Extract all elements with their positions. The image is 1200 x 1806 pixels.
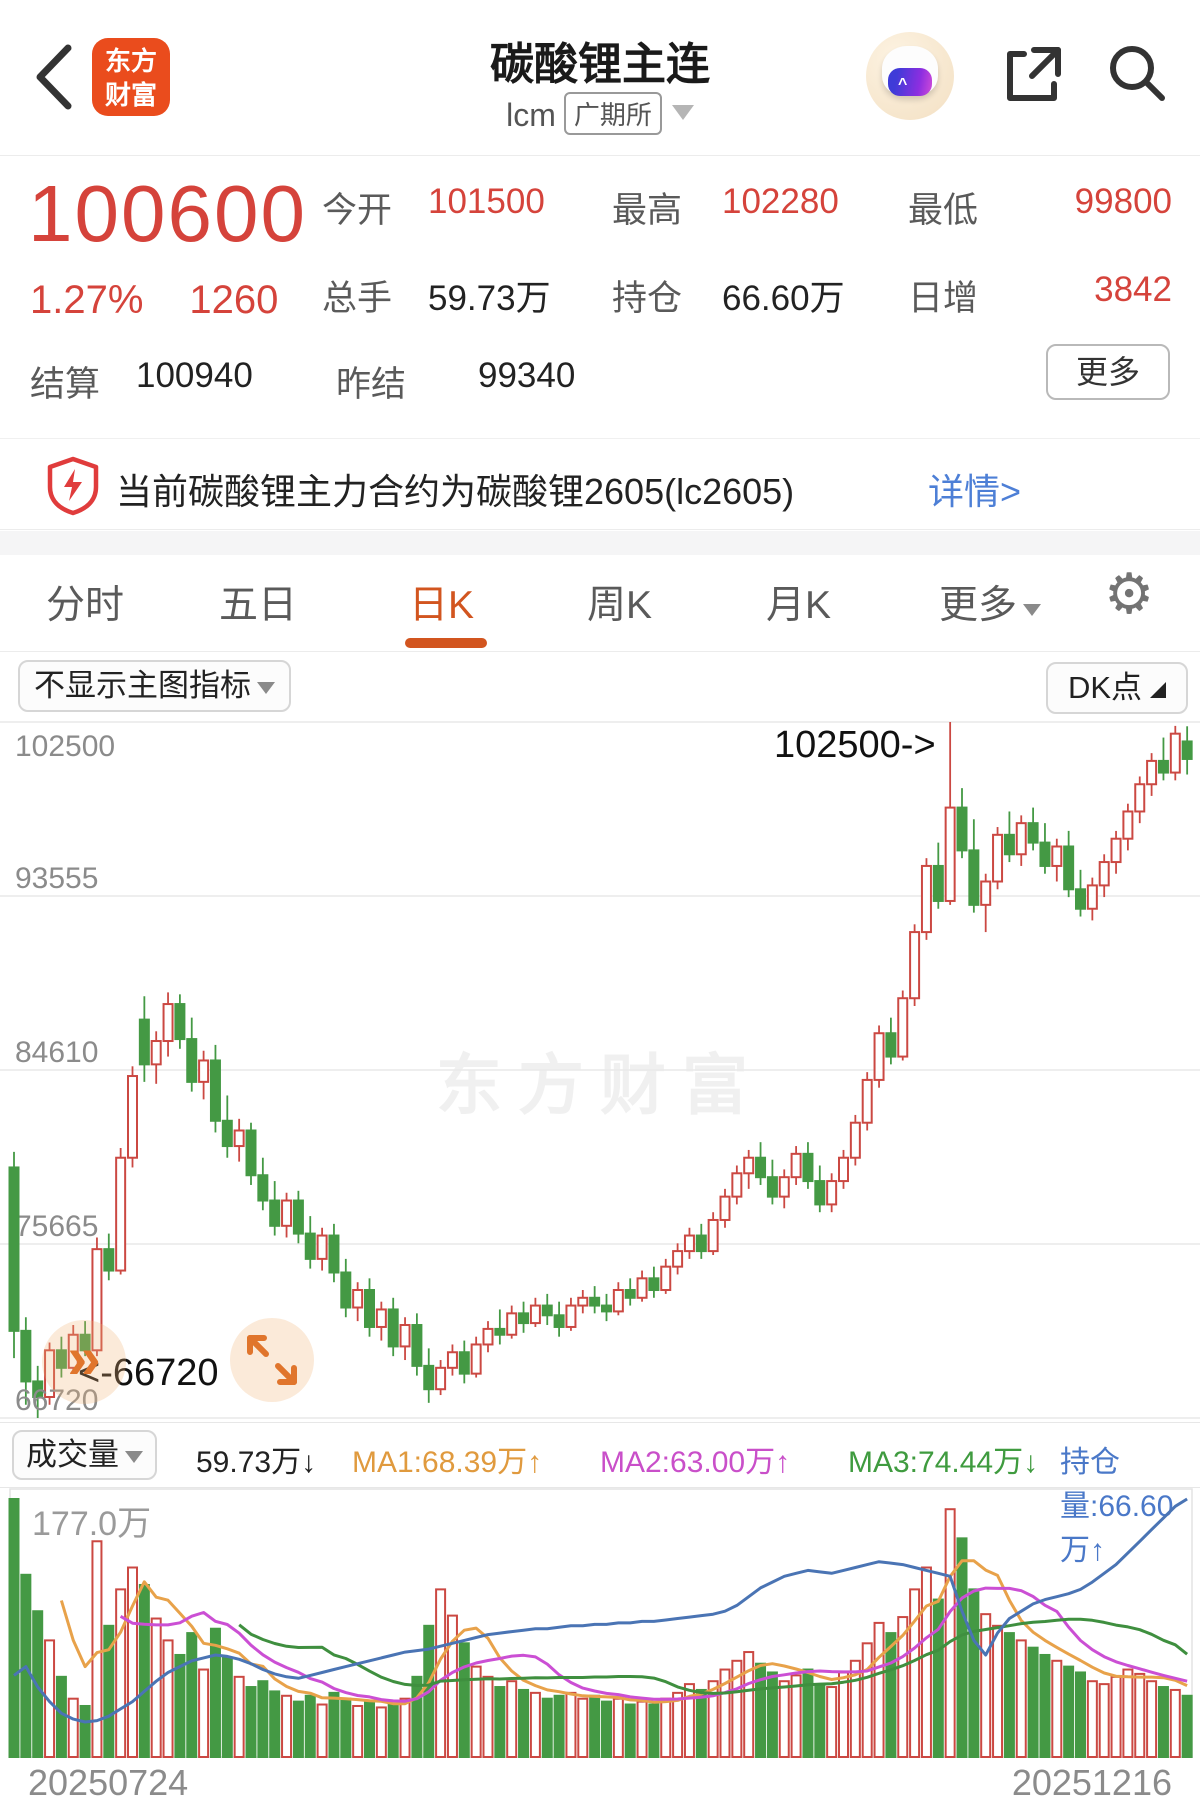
open-interest-value: 持仓量:66.60万↑ xyxy=(1060,1446,1174,1567)
watermark: 东方财富 xyxy=(436,1048,764,1122)
tab-monthly-k[interactable]: 月K xyxy=(766,584,832,627)
change-value: 1260 xyxy=(189,278,279,322)
gear-icon[interactable]: ⚙ xyxy=(1104,562,1155,627)
high-annotation: 102500-> xyxy=(774,724,936,766)
page-title: 碳酸锂主连 xyxy=(490,40,710,89)
corner-triangle-icon xyxy=(1150,682,1167,698)
volume-max-label: 177.0万 xyxy=(32,1505,152,1543)
eastmoney-logo: 东方 财富 xyxy=(92,38,170,116)
change-percent: 1.27% xyxy=(30,278,144,322)
volume-ma3: MA3:74.44万↓ xyxy=(848,1446,1039,1479)
svg-text:93555: 93555 xyxy=(15,862,98,895)
open-label: 今开 xyxy=(322,191,393,230)
assistant-avatar[interactable]: ^ xyxy=(866,32,954,120)
expand-icon xyxy=(247,1335,297,1385)
low-value: 99800 xyxy=(1074,182,1172,221)
tab-weekly-k[interactable]: 周K xyxy=(587,584,653,627)
logo-line2: 财富 xyxy=(104,80,157,110)
low-annotation: <-66720 xyxy=(78,1352,219,1394)
open-value: 101500 xyxy=(428,182,545,221)
dk-point-button[interactable]: DK点 xyxy=(1046,662,1188,714)
chevron-down-icon xyxy=(125,1451,143,1463)
settle-value: 100940 xyxy=(136,356,253,395)
prev-settle-label: 昨结 xyxy=(336,365,407,404)
svg-text:84610: 84610 xyxy=(15,1036,98,1069)
date-end: 20251216 xyxy=(1011,1762,1172,1803)
tab-daily-k[interactable]: 日K xyxy=(409,584,475,627)
notice-text: 当前碳酸锂主力合约为碳酸锂2605(lc2605) xyxy=(116,471,795,512)
price-change: 1.27% 1260 xyxy=(30,278,324,323)
expand-button[interactable] xyxy=(230,1318,314,1402)
notice-bar[interactable]: 当前碳酸锂主力合约为碳酸锂2605(lc2605) 详情> xyxy=(0,438,1200,530)
tab-more[interactable]: 更多 xyxy=(939,574,1042,630)
daily-increase-label: 日增 xyxy=(908,279,979,318)
prev-settle-value: 99340 xyxy=(478,356,576,395)
volume-value: 59.73万 xyxy=(428,279,551,318)
active-tab-underline xyxy=(405,638,487,648)
openinterest-label: 持仓 xyxy=(612,279,683,318)
openinterest-value: 66.60万 xyxy=(722,279,845,318)
back-icon[interactable] xyxy=(30,42,76,112)
high-label: 最高 xyxy=(612,191,683,230)
volume-indicator-bar: 成交量 59.73万↓ MA1:68.39万↑ MA2:63.00万↑ MA3:… xyxy=(0,1422,1200,1567)
header: 东方 财富 碳酸锂主连 lcm 广期所 ^ xyxy=(0,0,1200,156)
shield-alert-icon xyxy=(47,456,99,516)
date-start: 20250724 xyxy=(28,1762,189,1803)
symbol-code: lcm xyxy=(506,97,556,133)
tab-5day[interactable]: 五日 xyxy=(219,584,298,627)
main-indicator-selector[interactable]: 不显示主图指标 xyxy=(18,660,291,712)
section-divider xyxy=(0,531,1200,555)
volume-current: 59.73万↓ xyxy=(196,1446,317,1479)
volume-selector[interactable]: 成交量 xyxy=(12,1430,157,1480)
volume-ma2: MA2:63.00万↑ xyxy=(600,1446,791,1479)
low-label: 最低 xyxy=(908,191,979,230)
svg-text:102500: 102500 xyxy=(15,730,115,763)
period-tabbar: 分时 五日 日K 周K 月K 更多 ⚙ xyxy=(0,556,1200,652)
chevron-down-icon xyxy=(1023,604,1042,616)
more-button[interactable]: 更多 xyxy=(1046,344,1170,400)
notice-detail-link[interactable]: 详情> xyxy=(928,471,1022,512)
logo-line1: 东方 xyxy=(104,46,157,76)
volume-ma1: MA1:68.39万↑ xyxy=(352,1446,543,1479)
exchange-badge: 广期所 xyxy=(563,92,662,135)
jump-latest-button[interactable]: » xyxy=(42,1320,126,1404)
daily-increase-value: 3842 xyxy=(1094,270,1172,309)
volume-label: 总手 xyxy=(322,279,393,318)
axis-label-min: 66720 xyxy=(15,1384,99,1417)
symbol-row[interactable]: lcm 广期所 xyxy=(0,92,1200,135)
share-icon[interactable] xyxy=(1000,42,1064,106)
tab-minute[interactable]: 分时 xyxy=(46,584,125,627)
last-price: 100600 xyxy=(28,169,307,258)
high-value: 102280 xyxy=(722,182,839,221)
volume-chart[interactable] xyxy=(0,1488,1200,1760)
chevron-down-icon xyxy=(257,682,275,694)
candlestick-chart[interactable]: 93555 84610 75665 102500 xyxy=(0,715,1200,1422)
svg-text:75665: 75665 xyxy=(15,1210,98,1243)
chevron-down-icon xyxy=(671,105,694,120)
search-icon[interactable] xyxy=(1104,40,1170,106)
settle-label: 结算 xyxy=(30,365,101,404)
